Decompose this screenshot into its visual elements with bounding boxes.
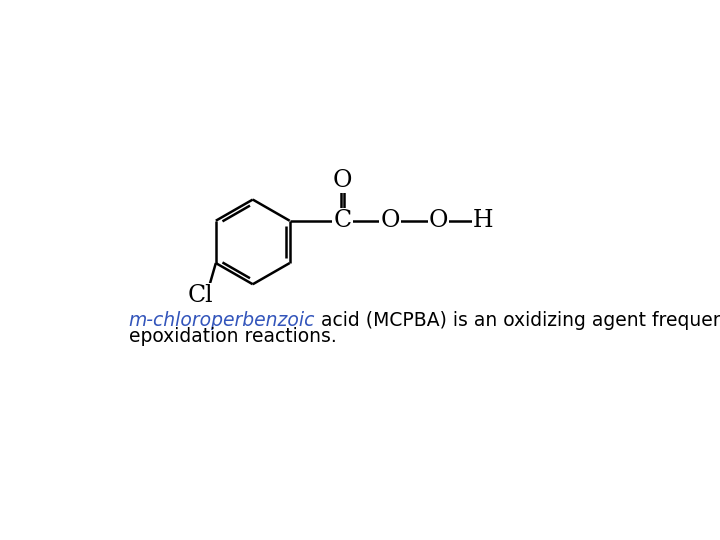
Text: acid (MCPBA) is an oxidizing agent frequently used in: acid (MCPBA) is an oxidizing agent frequ…: [315, 311, 720, 330]
Text: Cl: Cl: [187, 284, 213, 307]
Text: O: O: [428, 209, 449, 232]
Text: H: H: [473, 209, 494, 232]
Text: m-chloroperbenzoic: m-chloroperbenzoic: [129, 311, 315, 330]
Text: O: O: [333, 169, 352, 192]
Text: C: C: [333, 209, 351, 232]
Text: epoxidation reactions.: epoxidation reactions.: [129, 327, 336, 346]
Text: O: O: [381, 209, 400, 232]
